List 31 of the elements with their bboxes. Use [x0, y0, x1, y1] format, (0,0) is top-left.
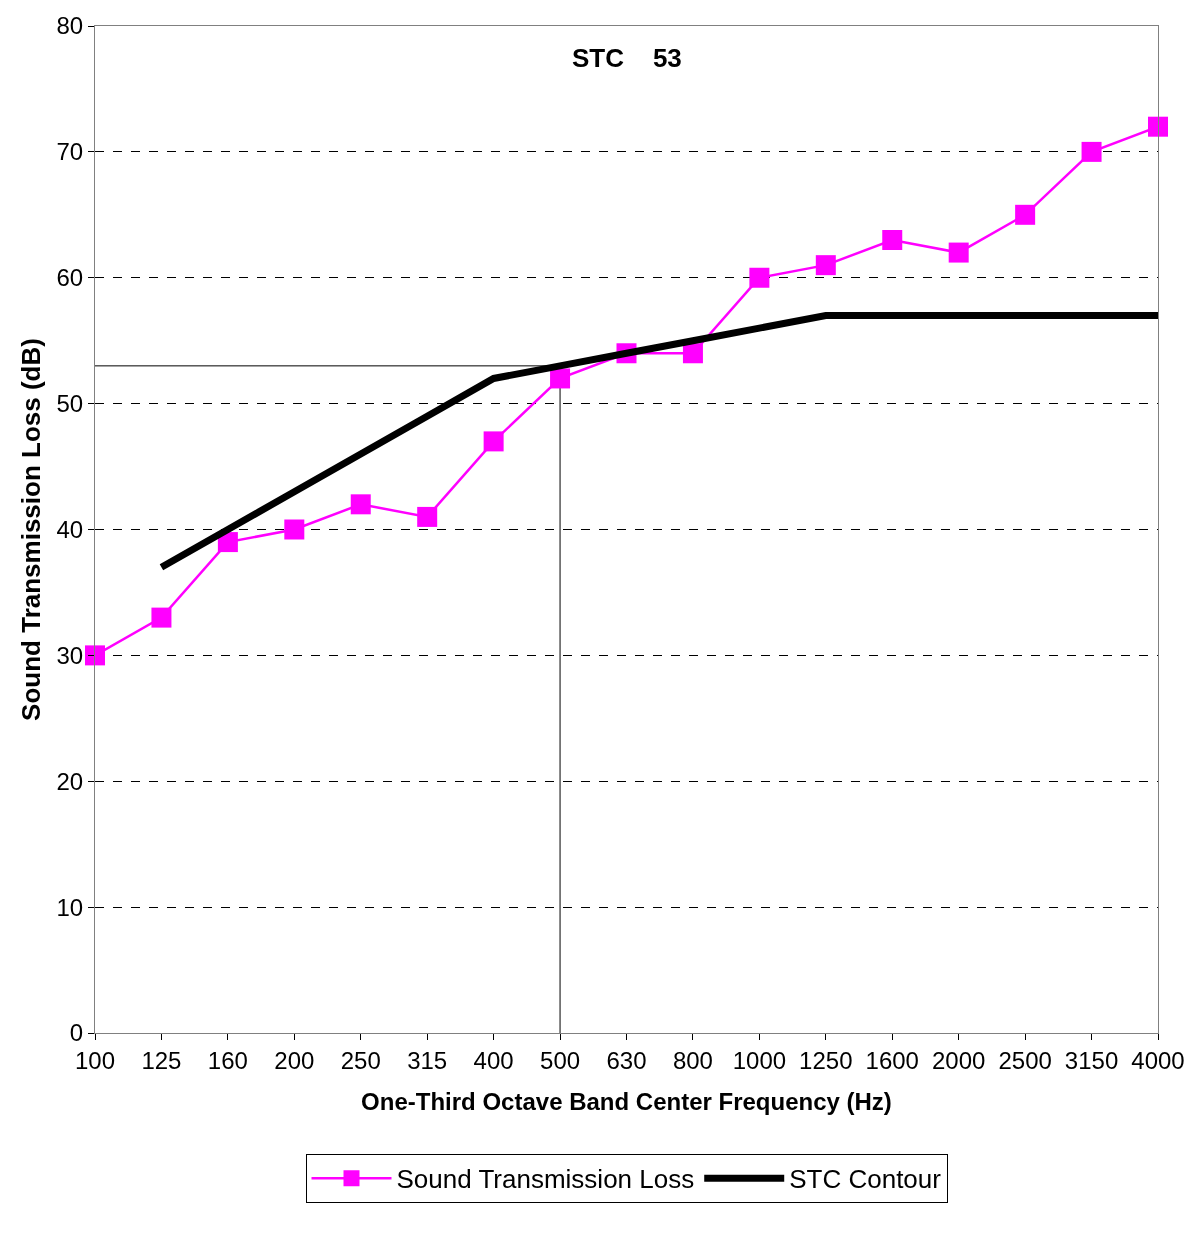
y-tick-label: 70: [56, 138, 84, 166]
x-tick-label: 250: [340, 1046, 381, 1074]
y-tick-label: 80: [56, 12, 84, 40]
x-tick-label: 2000: [931, 1046, 986, 1074]
x-tick-label: 100: [74, 1046, 116, 1074]
legend-label: STC Contour: [789, 1164, 942, 1195]
x-tick-label: 630: [606, 1046, 647, 1074]
x-tick-label: 125: [141, 1046, 182, 1074]
x-tick-label: 500: [540, 1046, 581, 1074]
y-tick-label: 10: [56, 893, 84, 921]
text: STC 53: [572, 43, 682, 73]
x-tick-label: 1000: [732, 1046, 787, 1074]
x-tick-label: 3150: [1064, 1046, 1119, 1074]
y-axis-title: Sound Transmission Loss (dB): [15, 338, 46, 721]
x-tick-label: 200: [274, 1046, 315, 1074]
x-tick-label: 1600: [865, 1046, 919, 1074]
x-tick-label: 2500: [998, 1046, 1052, 1074]
y-tick-label: 30: [56, 641, 84, 669]
x-tick-label: 400: [473, 1046, 514, 1074]
x-axis-title: One-Third Octave Band Center Frequency (Hz): [361, 1088, 892, 1116]
x-tick-label: 4000: [1131, 1046, 1185, 1074]
x-tick-label: 1250: [799, 1046, 853, 1074]
x-tick-label: 315: [407, 1046, 448, 1074]
y-tick-label: 40: [56, 515, 84, 543]
y-tick-label: 0: [69, 1019, 84, 1047]
y-tick-label: 20: [56, 767, 84, 795]
x-tick-label: 160: [207, 1046, 248, 1074]
legend-label: Sound Transmission Loss: [396, 1164, 695, 1195]
x-tick-label: 800: [672, 1046, 713, 1074]
y-tick-label: 60: [56, 264, 84, 292]
y-tick-label: 50: [56, 390, 84, 418]
